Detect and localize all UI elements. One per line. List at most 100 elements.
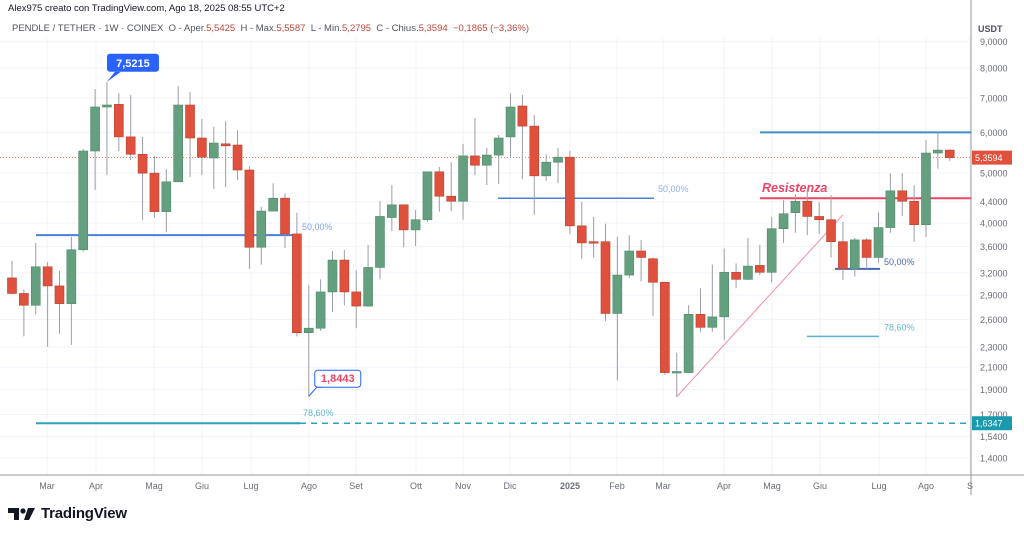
candle-down <box>600 241 611 314</box>
low-value: 5,2795 <box>342 23 372 34</box>
y-tick-label: 8,0000 <box>980 64 1008 74</box>
low-callout-box <box>314 369 362 388</box>
candle-down <box>660 281 670 373</box>
candle-up <box>778 213 789 230</box>
candle-down <box>339 259 350 293</box>
candle-up <box>505 106 516 138</box>
y-tick-label: 6,0000 <box>980 128 1008 138</box>
candle-up <box>375 216 385 268</box>
low-callout-label: 1,8443 <box>321 373 355 385</box>
candle-down <box>814 216 824 221</box>
x-tick-label: Mag <box>145 481 163 491</box>
high-label: H - Max. <box>240 23 277 34</box>
y-tick-label: 1,5400 <box>980 432 1008 442</box>
last-price-label-bg <box>972 150 1012 165</box>
y-tick-label: 2,9000 <box>980 290 1008 300</box>
y-tick-label: 1,7000 <box>980 410 1008 420</box>
symbol-name[interactable]: PENDLE / TETHER · 1W · COINEX <box>12 23 164 34</box>
candle-up <box>624 250 635 276</box>
candle-down <box>944 149 955 158</box>
candle-down <box>517 105 528 127</box>
candle-up <box>256 210 267 248</box>
candle-up <box>161 181 172 212</box>
candle-down <box>446 195 456 202</box>
candle-up <box>766 228 777 273</box>
y-tick-label: 4,0000 <box>980 219 1008 229</box>
x-tick-label: Giu <box>195 481 209 491</box>
fib-50-left-label: 50,00% <box>302 222 333 232</box>
candle-up <box>541 161 551 177</box>
fib-50-mid-label: 50,00% <box>658 184 689 194</box>
candle-down <box>398 204 409 231</box>
x-tick-label: 2025 <box>560 481 580 491</box>
y-tick-label: 4,4000 <box>980 197 1008 207</box>
fib-786-right-label: 78,60% <box>884 322 915 332</box>
tradingview-logo[interactable]: TradingView <box>8 505 127 522</box>
low-label: L - Min. <box>310 23 343 34</box>
candle-down <box>826 219 836 243</box>
candle-down <box>565 156 575 227</box>
candle-down <box>909 200 919 226</box>
y-tick-label: 3,6000 <box>980 242 1008 252</box>
candle-down <box>861 239 872 258</box>
candle-down <box>292 233 302 334</box>
candle-up <box>268 197 278 212</box>
candle-down <box>137 153 148 174</box>
candle-up <box>315 291 326 329</box>
candle-down <box>648 258 658 283</box>
candle-up <box>612 274 623 314</box>
candle-down <box>114 104 124 138</box>
candle-up <box>303 327 314 334</box>
x-tick-label: Dic <box>504 481 517 491</box>
candle-down <box>897 190 908 202</box>
open-label: O - Aper. <box>168 23 207 34</box>
candle-down <box>54 285 65 304</box>
candle-up <box>173 104 183 183</box>
candle-down <box>232 144 243 171</box>
candle-up <box>873 227 884 258</box>
candle-up <box>30 266 41 306</box>
close-value: 5,3594 <box>418 23 448 34</box>
candle-up <box>387 204 397 218</box>
candle-up <box>410 219 421 231</box>
candle-down <box>149 172 160 212</box>
open-value: 5,5425 <box>206 23 236 34</box>
x-tick-label: Mag <box>763 481 781 491</box>
x-tick-label: Apr <box>89 481 103 491</box>
fib-50-right-label: 50,00% <box>884 257 915 267</box>
candle-up <box>671 371 682 374</box>
candle-down <box>802 200 813 217</box>
candle-down <box>19 293 29 306</box>
x-tick-label: Apr <box>717 481 731 491</box>
y-tick-label: 2,3000 <box>980 342 1008 352</box>
x-tick-label: Ago <box>301 481 317 491</box>
high-callout-box <box>106 53 159 72</box>
y-tick-label: 2,6000 <box>980 315 1008 325</box>
chart-credit: Alex975 creato con TradingView.com, Ago … <box>8 3 285 14</box>
high-value: 5,5587 <box>276 23 306 34</box>
x-tick-label: S <box>967 481 973 491</box>
high-callout-pointer <box>106 71 121 82</box>
y-tick-label: 1,4000 <box>980 453 1008 463</box>
candle-up <box>933 149 943 154</box>
candle-up <box>102 104 112 108</box>
candle-up <box>743 265 753 280</box>
candle-up <box>208 142 219 159</box>
x-tick-label: Giu <box>813 481 827 491</box>
close-label: C - Chius. <box>376 23 419 34</box>
y-tick-label: 9,0000 <box>980 37 1008 47</box>
candle-up <box>707 316 718 328</box>
level-price-label: 1,6347 <box>975 419 1003 429</box>
price-axis-currency: USDT <box>978 24 1003 34</box>
candle-down <box>434 171 445 197</box>
candle-up <box>481 154 492 166</box>
candle-down <box>351 291 362 307</box>
change-value: −0,1865 (−3,36%) <box>452 23 529 34</box>
candle-down <box>636 250 646 258</box>
candle-down <box>7 277 17 294</box>
candle-up <box>790 200 801 213</box>
candle-down <box>731 271 741 280</box>
candle-up <box>90 106 100 152</box>
symbol-legend: PENDLE / TETHER · 1W · COINEX O - Aper.5… <box>12 23 529 34</box>
